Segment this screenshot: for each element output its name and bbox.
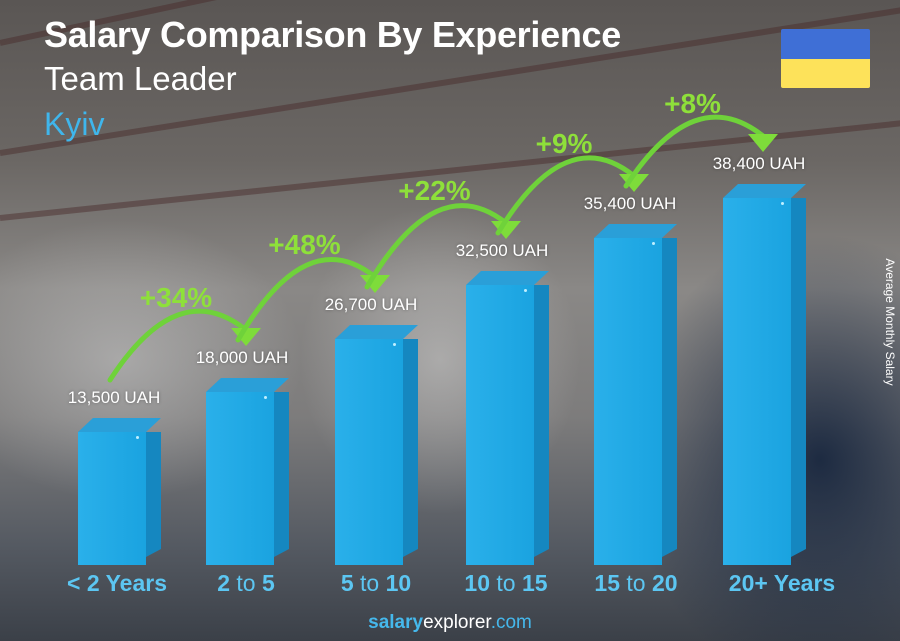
category-to: to: [353, 570, 386, 596]
bar-value-label: 35,400 UAH: [583, 194, 677, 213]
increase-arrow-icon: [235, 257, 390, 343]
bar-top-face: [206, 378, 289, 392]
bar-side-face: [146, 432, 161, 557]
bar-front-face: [466, 285, 534, 565]
increase-percent-label: +34%: [139, 282, 213, 313]
increase-arrow-icon: [623, 114, 778, 189]
increase-percent-label: +48%: [268, 229, 341, 260]
flag-blue-stripe: [781, 29, 870, 59]
category-start: 15: [594, 570, 621, 596]
city-name: Kyiv: [44, 106, 105, 142]
category-label: 2 to 5: [217, 570, 275, 597]
bar-side-face: [662, 238, 677, 557]
increase-percent-label: +9%: [535, 128, 593, 159]
bar-value-label: 18,000 UAH: [195, 348, 289, 367]
job-title: Team Leader: [44, 60, 237, 97]
category-end: 10: [385, 570, 412, 596]
bar-side-face: [274, 392, 289, 557]
increase-percent-label: +8%: [664, 88, 721, 119]
bar-front-face: [206, 392, 274, 565]
bar-highlight: [264, 396, 267, 399]
category-label: 20+ Years: [729, 570, 835, 597]
category-end: 15: [521, 570, 548, 596]
bar-highlight: [781, 202, 784, 205]
bar-top-face: [335, 325, 418, 339]
y-axis-label: Average Monthly Salary: [883, 258, 897, 386]
category-start: 2: [217, 570, 231, 596]
category-label: 15 to 20: [594, 570, 677, 597]
bar-top-face: [723, 184, 806, 198]
bar-highlight: [524, 289, 527, 292]
bar-side-face: [791, 198, 806, 557]
footer-brand: salaryexplorer.com: [0, 612, 900, 634]
bar-value-label: 26,700 UAH: [324, 295, 418, 314]
bar-top-face: [78, 418, 161, 432]
bar-value-label: 38,400 UAH: [712, 154, 806, 173]
bar: [78, 418, 161, 565]
brand-explorer: explorer: [423, 612, 491, 633]
category-to: to: [620, 570, 652, 596]
category-start: 5: [340, 570, 354, 596]
bar-value-label: 32,500 UAH: [455, 241, 549, 260]
bar-side-face: [534, 285, 549, 557]
bar-front-face: [78, 432, 146, 565]
brand-salary: salary: [368, 612, 424, 633]
category-end: 20: [651, 570, 678, 596]
bar-value-label: 13,500 UAH: [67, 388, 161, 407]
flag-yellow-stripe: [781, 58, 870, 88]
category-text: < 2 Years: [67, 570, 167, 596]
category-label: 10 to 15: [464, 570, 547, 597]
category-to: to: [230, 570, 262, 596]
increase-arrow-icon: [495, 155, 649, 236]
bar: [466, 271, 549, 565]
category-to: to: [490, 570, 522, 596]
bar-front-face: [723, 198, 791, 565]
brand-domain: .com: [490, 612, 532, 633]
chart-title: Salary Comparison By Experience: [44, 14, 621, 55]
increase-arrow-icon: [107, 308, 261, 383]
category-end: 5: [261, 570, 275, 596]
bar-front-face: [594, 238, 662, 565]
bar-top-face: [466, 271, 549, 285]
bar: [206, 378, 289, 565]
bar-front-face: [335, 339, 403, 565]
bar-top-face: [594, 224, 677, 238]
bar-highlight: [136, 436, 139, 439]
bar-highlight: [652, 242, 655, 245]
bar: [335, 325, 418, 565]
category-label: < 2 Years: [67, 570, 167, 597]
bar-highlight: [393, 343, 396, 346]
bar: [723, 184, 806, 565]
increase-percent-label: +22%: [398, 175, 471, 206]
increase-arrow-icon: [364, 203, 521, 290]
category-label: 5 to 10: [341, 570, 411, 597]
bar-side-face: [403, 339, 418, 557]
ukraine-flag-icon: [781, 29, 870, 88]
bar: [594, 224, 677, 565]
category-start: 10: [464, 570, 491, 596]
category-text: 20+ Years: [728, 570, 836, 596]
